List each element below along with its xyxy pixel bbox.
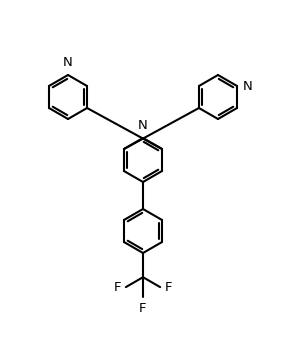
Text: F: F [113, 281, 121, 294]
Text: N: N [138, 119, 148, 132]
Text: F: F [139, 302, 147, 315]
Text: N: N [243, 80, 253, 93]
Text: F: F [165, 281, 173, 294]
Text: N: N [63, 56, 73, 69]
